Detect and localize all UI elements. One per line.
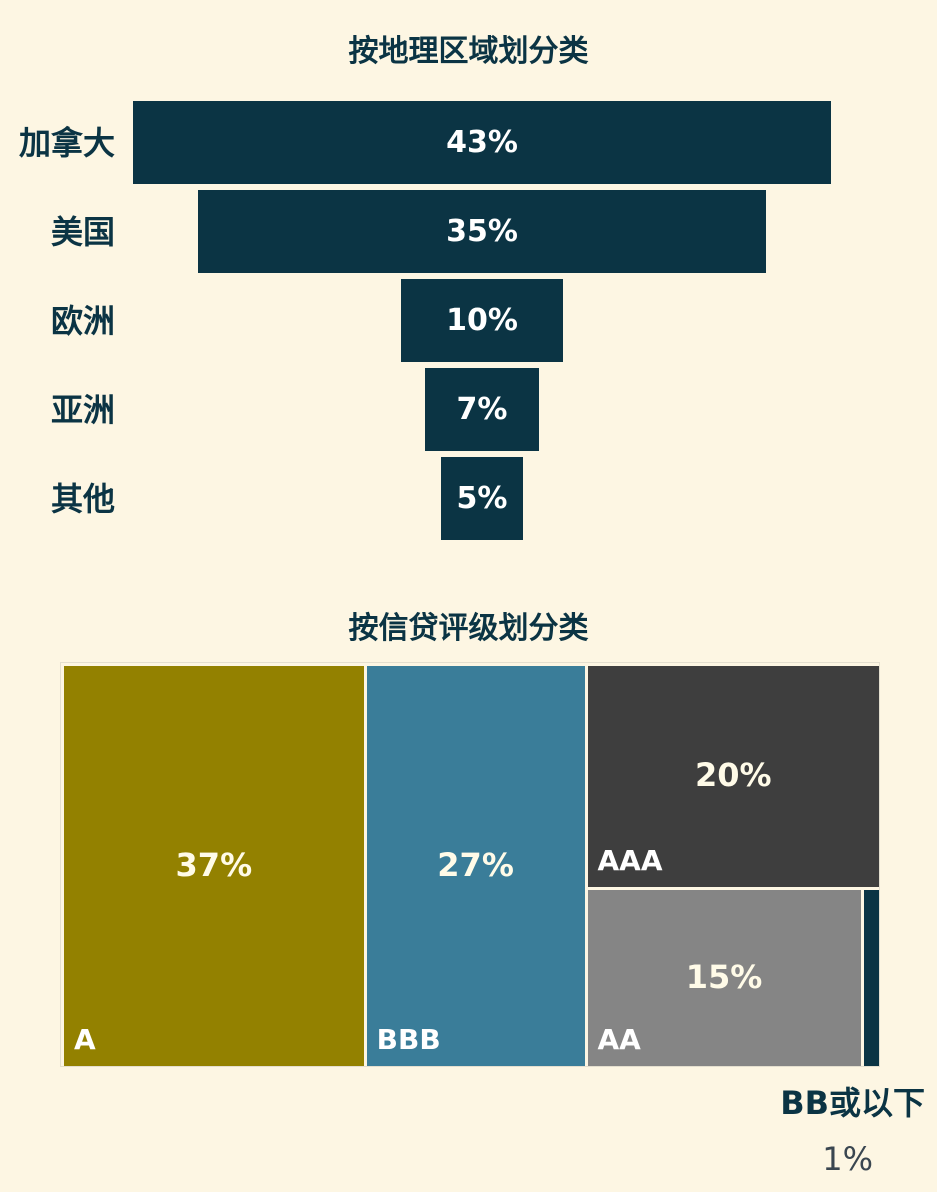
funnel-value-label: 5% xyxy=(456,481,508,516)
funnel-bar: 7% xyxy=(425,368,539,451)
funnel-category-label: 欧洲 xyxy=(50,301,115,340)
funnel-value-label: 10% xyxy=(446,303,518,338)
funnel-bar: 5% xyxy=(441,457,523,540)
treemap-value-label: 37% xyxy=(175,846,253,884)
treemap-value-label: 20% xyxy=(694,756,772,795)
treemap-cell-aaa: 20% AAA xyxy=(587,666,879,887)
treemap-category-label: A xyxy=(74,1023,96,1056)
funnel-category-label: 美国 xyxy=(50,212,115,251)
rating-treemap: 37% A 27% BBB 20% AAA 15% AA xyxy=(60,662,880,1067)
treemap-category-label: BBB xyxy=(376,1023,441,1056)
funnel-value-label: 35% xyxy=(446,214,518,249)
funnel-value-label: 43% xyxy=(446,125,518,160)
bb-or-below-label: BB或以下 xyxy=(780,1084,925,1122)
funnel-bar: 43% xyxy=(133,101,831,184)
funnel-category-label: 加拿大 xyxy=(18,123,115,162)
treemap-cell-a: 37% A xyxy=(64,666,364,1066)
funnel-bar: 10% xyxy=(400,279,564,362)
funnel-value-label: 7% xyxy=(456,392,508,427)
treemap-value-label: 15% xyxy=(685,957,763,996)
treemap-category-label: AAA xyxy=(597,843,663,877)
treemap-cell-bbb: 27% BBB xyxy=(366,666,585,1066)
treemap-value-label: 27% xyxy=(437,846,514,884)
treemap-category-label: AA xyxy=(597,1022,641,1056)
funnel-bar: 35% xyxy=(197,190,767,273)
funnel-category-label: 其他 xyxy=(50,479,115,518)
funnel-category-label: 亚洲 xyxy=(50,390,115,429)
rating-chart-title: 按信贷评级划分类 xyxy=(348,611,589,646)
treemap-cell-bb xyxy=(863,889,879,1066)
bb-or-below-value: 1% xyxy=(822,1140,873,1178)
geo-chart-title: 按地理区域划分类 xyxy=(348,34,589,69)
treemap-cell-aa: 15% AA xyxy=(587,889,861,1066)
